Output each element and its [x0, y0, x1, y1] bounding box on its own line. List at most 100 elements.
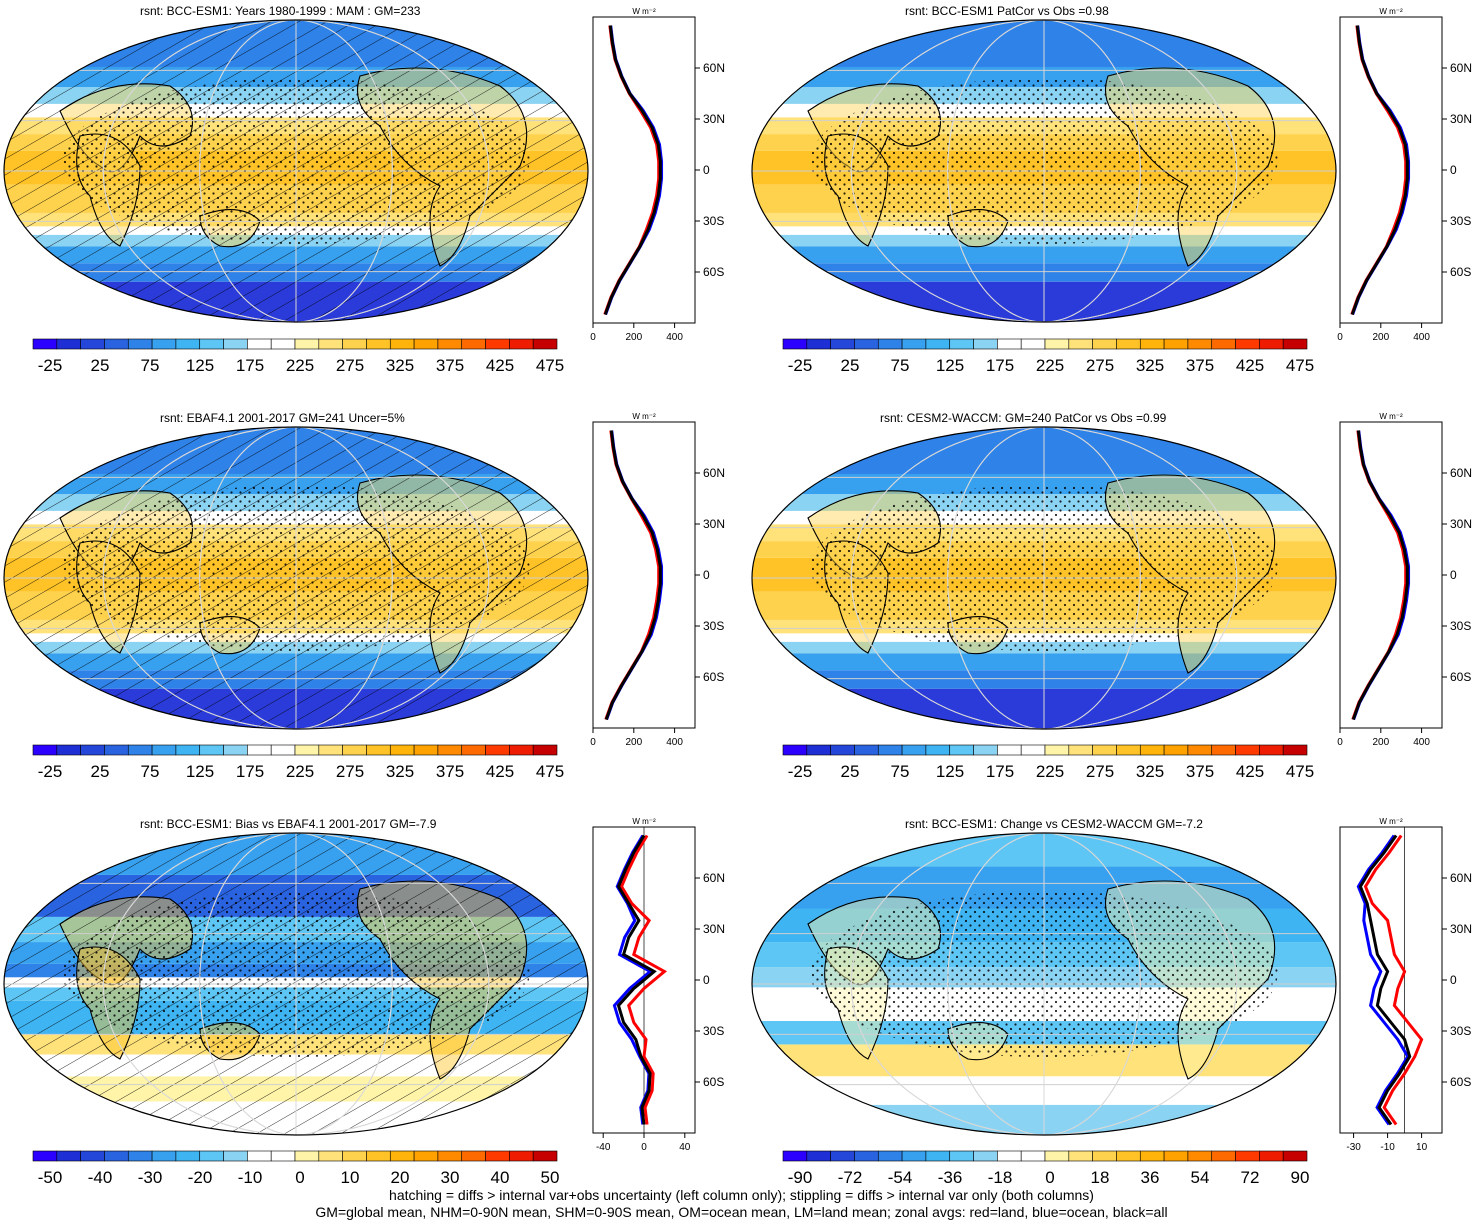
map-3 [3, 426, 589, 730]
colorbar-swatch [104, 744, 129, 756]
zonal-lat-label: 0 [703, 163, 710, 177]
colorbar-swatch [949, 1150, 974, 1162]
zonal-lat-label: 60S [1450, 1075, 1471, 1089]
colorbar-label: 325 [386, 356, 414, 375]
zonal-lat-label: 30N [1450, 112, 1472, 126]
colorbar-swatch [1020, 1150, 1046, 1162]
colorbar-swatch [223, 338, 248, 350]
colorbar-swatch [925, 1150, 951, 1162]
colorbar-swatch [151, 338, 177, 350]
zonal-line-all [604, 430, 662, 721]
colorbar-swatch [1211, 1150, 1236, 1162]
colorbar-swatch [973, 744, 998, 756]
colorbar-swatch [413, 744, 439, 756]
colorbar-swatch [532, 338, 558, 350]
colorbar-swatch [925, 338, 951, 350]
panel-title-4: rsnt: CESM2-WACCM: GM=240 PatCor vs Obs … [880, 411, 1167, 425]
colorbar-swatch [80, 744, 105, 756]
zonal-x-tick: 0 [590, 332, 596, 343]
zonal-lat-label: 60S [703, 670, 724, 684]
zonal-x-tick: 400 [666, 737, 683, 748]
zonal-line-land [1363, 834, 1424, 1126]
colorbar-swatch [1092, 744, 1117, 756]
zonal-lat-label: 30S [703, 214, 724, 228]
colorbar-label: 425 [486, 356, 514, 375]
colorbar-swatch [389, 744, 415, 756]
zonal-line-land [619, 834, 668, 1125]
colorbar-swatch [318, 744, 343, 756]
zonal-lat-label: 60N [1450, 61, 1472, 75]
zonal-x-tick: 200 [1372, 737, 1389, 748]
colorbar-swatch [32, 1150, 58, 1162]
colorbar-swatch [782, 744, 808, 756]
colorbar-swatch [32, 744, 58, 756]
colorbar-swatch [1092, 338, 1117, 350]
colorbar-label: -50 [38, 1168, 63, 1187]
colorbar-swatch [509, 338, 534, 350]
colorbar-label: 175 [986, 762, 1014, 781]
colorbar-swatch [1187, 1150, 1213, 1162]
colorbar-label: 375 [1186, 762, 1214, 781]
colorbar-swatch [1259, 1150, 1284, 1162]
colorbar-label: 90 [1291, 1168, 1310, 1187]
colorbar-swatch [1259, 744, 1284, 756]
colorbar-swatch [80, 1150, 105, 1162]
colorbar-label: 125 [936, 356, 964, 375]
colorbar-swatch [127, 1150, 153, 1162]
colorbar-label: 225 [286, 356, 314, 375]
colorbar-label: 18 [1091, 1168, 1110, 1187]
zonal-lat-label: 30S [1450, 619, 1471, 633]
colorbar-swatch [437, 338, 463, 350]
colorbar-label: 125 [186, 762, 214, 781]
colorbar-swatch [223, 744, 248, 756]
zonal-line-all [603, 25, 662, 316]
colorbar-swatch [532, 1150, 558, 1162]
colorbar-swatch [294, 1150, 320, 1162]
colorbar-swatch [318, 338, 343, 350]
zonal-x-tick: 40 [679, 1142, 691, 1153]
colorbar-label: 125 [936, 762, 964, 781]
colorbar-label: -30 [138, 1168, 163, 1187]
colorbar-label: -72 [838, 1168, 863, 1187]
colorbar-swatch [1020, 338, 1046, 350]
colorbar-swatch [1020, 744, 1046, 756]
colorbar-swatch [151, 1150, 177, 1162]
zonal-x-tick: 0 [590, 737, 596, 748]
colorbar-swatch [127, 744, 153, 756]
colorbar-label: 36 [1141, 1168, 1160, 1187]
colorbar-swatch [342, 744, 367, 756]
map-6 [751, 832, 1337, 1136]
zonal-plot-4: W m⁻² 60N 30N 0 30S 60S 0 200 400 [1337, 412, 1472, 748]
colorbar-swatch [342, 338, 367, 350]
panel-title-5: rsnt: BCC-ESM1: Bias vs EBAF4.1 2001-201… [140, 817, 437, 831]
colorbar-swatch [806, 1150, 831, 1162]
zonal-lat-label: 30N [1450, 517, 1472, 531]
colorbar-swatch [1163, 338, 1189, 350]
map-5 [3, 832, 589, 1136]
colorbar-swatch [973, 338, 998, 350]
colorbar-swatch [854, 744, 879, 756]
zonal-line-land [1350, 25, 1408, 316]
colorbar-swatch [1211, 338, 1236, 350]
colorbar-swatch [901, 338, 927, 350]
zonal-plot-3: W m⁻² 60N 30N 0 30S 60S 0 200 400 [590, 412, 725, 748]
colorbar-label: 125 [186, 356, 214, 375]
colorbar-swatch [127, 338, 153, 350]
zonal-line-all [1350, 25, 1409, 316]
panel-title-1: rsnt: BCC-ESM1: Years 1980-1999 : MAM : … [140, 4, 421, 18]
colorbar-swatch [56, 1150, 81, 1162]
zonal-x-tick: 200 [1372, 332, 1389, 343]
colorbar-label: 275 [336, 762, 364, 781]
colorbar-label: -40 [88, 1168, 113, 1187]
colorbar-swatch [830, 338, 855, 350]
colorbar-label: 25 [91, 762, 110, 781]
colorbar-swatch [1163, 1150, 1189, 1162]
colorbar-swatch [1187, 744, 1213, 756]
colorbar-swatch [270, 1150, 296, 1162]
colorbar-swatch [223, 1150, 248, 1162]
colorbar-label: 325 [386, 762, 414, 781]
colorbar-swatch [1139, 1150, 1165, 1162]
colorbar-swatch [247, 338, 272, 350]
zonal-lat-label: 30S [703, 1024, 724, 1038]
colorbar-label: 325 [1136, 356, 1164, 375]
